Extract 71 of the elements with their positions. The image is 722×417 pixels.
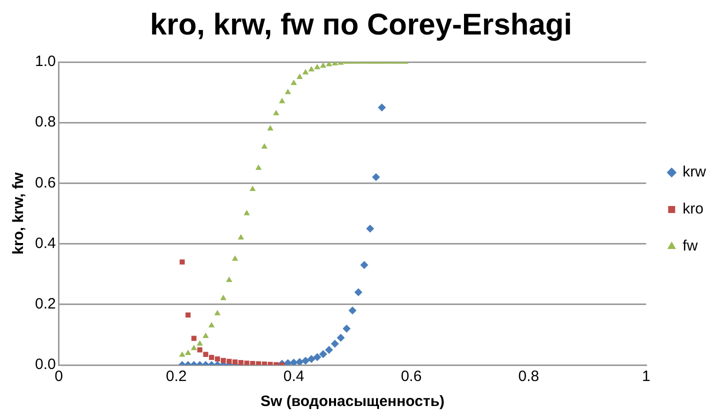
point [244,210,250,216]
point [378,103,386,112]
point [250,360,256,365]
y-axis-title: kro, krw, fw [10,172,28,254]
point [330,340,339,348]
point [302,356,310,365]
chart-title: kro, krw, fw по Corey-Ershagi [150,8,572,42]
point [208,322,215,328]
point [302,69,309,74]
legend-label: krw [682,164,706,181]
point [325,346,334,354]
point [267,125,274,130]
point [203,352,208,357]
y-tick-label: 0.6 [34,174,56,192]
point [290,358,298,365]
point [180,259,185,265]
point [342,324,351,333]
x-tick-label: 0.4 [283,368,304,386]
point [314,64,320,70]
x-tick-label: 1 [642,368,650,386]
point [273,110,280,116]
point [307,354,316,363]
point [232,255,238,261]
point [360,261,368,270]
point [179,351,186,357]
point [296,74,303,79]
x-tick-label: 0.2 [166,368,187,386]
point [320,62,326,68]
point [238,360,244,365]
point [261,143,268,149]
point [244,360,250,365]
point [290,80,297,86]
point [296,358,304,365]
y-tick-label: 0.4 [34,234,56,252]
x-tick-label: 0.8 [518,368,540,386]
point [226,358,232,364]
x-tick-label: 0.6 [400,368,422,386]
point [238,234,244,240]
point [372,173,380,182]
y-tick-label: 1.0 [34,53,56,70]
point [354,288,362,296]
point [313,353,322,362]
point [255,164,262,170]
x-axis-title: Sw (водонасыщенность) [260,393,445,410]
y-tick-label: 0.8 [34,114,56,131]
point [202,332,209,338]
point [186,312,191,318]
point [209,354,214,360]
point [197,347,202,352]
point [214,310,221,316]
point [348,306,357,314]
point [319,350,328,358]
y-tick-label: 0.0 [34,356,56,374]
point [366,224,374,233]
point [226,276,232,282]
point [220,294,226,300]
point [278,98,286,104]
legend-label: kro [682,200,704,218]
point [190,344,198,350]
point [250,186,256,192]
point [191,336,196,341]
point [308,66,315,72]
point [196,340,203,346]
y-tick-label: 0.2 [34,296,56,313]
point [184,350,192,355]
x-tick-label: 0 [54,368,64,386]
point [336,334,345,342]
point [220,358,226,363]
point [214,356,220,362]
point [284,88,292,94]
legend-label: fw [682,238,698,255]
